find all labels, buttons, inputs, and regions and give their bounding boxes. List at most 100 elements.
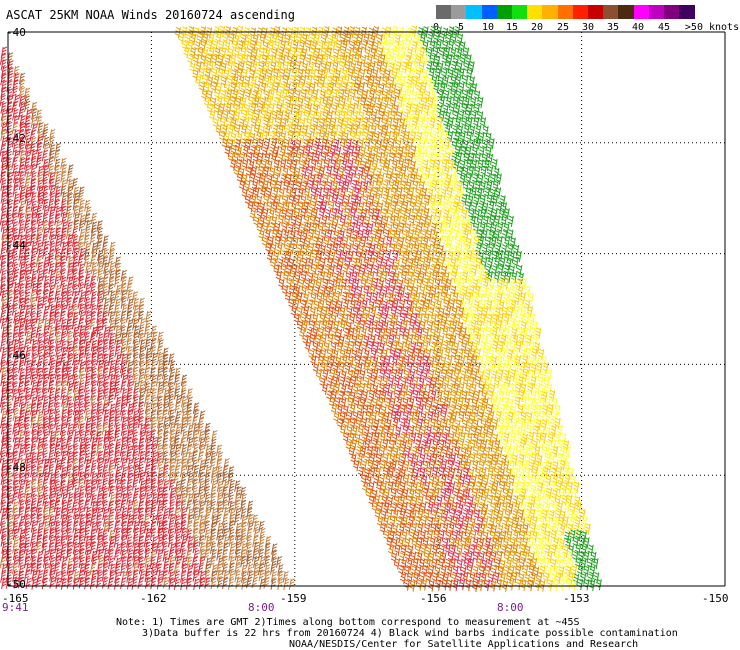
wind-barb	[90, 395, 97, 407]
wind-barb	[311, 263, 318, 276]
wind-barb	[283, 201, 290, 213]
wind-barb	[477, 503, 484, 515]
wind-barb	[400, 544, 407, 556]
wind-barb	[517, 404, 524, 417]
wind-barb	[243, 116, 250, 129]
wind-barb	[150, 486, 158, 498]
wind-barb	[42, 494, 49, 507]
wind-barb	[442, 236, 449, 248]
wind-barb	[30, 373, 37, 386]
wind-barb	[131, 291, 139, 303]
wind-barb	[30, 403, 37, 415]
wind-barb	[23, 312, 30, 324]
wind-barb	[277, 564, 284, 576]
wind-barb	[452, 342, 460, 354]
wind-barb	[120, 577, 127, 589]
wind-barb	[396, 383, 404, 396]
wind-barb	[41, 478, 49, 491]
wind-barb	[131, 431, 138, 444]
wind-barb	[43, 275, 50, 288]
wind-barb	[168, 472, 175, 485]
wind-barb	[186, 430, 193, 442]
wind-barb	[535, 327, 542, 340]
wind-barb	[11, 389, 19, 401]
wind-barb	[19, 515, 26, 527]
wind-barb	[367, 418, 374, 430]
wind-barb	[139, 486, 146, 499]
wind-barb	[5, 577, 13, 589]
wind-barb	[429, 432, 436, 444]
wind-barb	[59, 480, 66, 493]
wind-barb	[96, 465, 104, 478]
wind-barb	[541, 391, 548, 403]
wind-barb	[491, 265, 498, 277]
wind-barb	[103, 262, 110, 274]
wind-barb	[448, 102, 456, 115]
wind-barb	[368, 194, 375, 207]
wind-barb	[356, 285, 363, 298]
wind-barb	[168, 415, 176, 428]
wind-barb	[72, 367, 79, 379]
wind-barb	[411, 223, 418, 235]
wind-barb	[167, 395, 175, 407]
wind-barb	[84, 228, 91, 240]
wind-barb	[257, 548, 265, 561]
wind-barb	[390, 502, 398, 515]
wind-barb	[451, 152, 458, 164]
wind-barb	[73, 528, 80, 541]
wind-barb	[303, 159, 310, 171]
wind-barb	[204, 465, 212, 478]
wind-barb	[390, 488, 397, 500]
wind-barb	[347, 293, 354, 305]
wind-barb	[527, 341, 535, 354]
wind-barb	[406, 544, 414, 557]
wind-barb	[403, 81, 410, 94]
wind-barb	[338, 390, 345, 403]
wind-barb	[326, 228, 333, 241]
wind-barb	[379, 369, 386, 381]
wind-barb	[538, 475, 546, 487]
wind-barb	[253, 83, 261, 95]
wind-barb	[36, 212, 43, 225]
wind-barb	[469, 439, 476, 451]
wind-barb	[480, 452, 488, 465]
wind-barb	[461, 524, 468, 537]
wind-barb	[89, 577, 97, 590]
wind-barb	[144, 464, 151, 477]
wind-barb	[0, 522, 7, 534]
wind-barb	[530, 481, 537, 494]
wind-barb	[278, 95, 285, 108]
wind-barb	[487, 390, 494, 403]
wind-barb	[245, 138, 252, 151]
wind-barb	[395, 292, 403, 304]
wind-barb	[24, 373, 31, 386]
wind-barb	[242, 39, 250, 52]
wind-barb	[139, 479, 146, 492]
wind-barb	[377, 501, 384, 514]
wind-barb	[161, 381, 169, 394]
wind-barb	[281, 222, 288, 234]
wind-barb	[447, 40, 455, 52]
wind-barb	[156, 345, 163, 358]
wind-barb	[90, 367, 97, 380]
wind-barb	[508, 447, 515, 459]
wind-barb	[54, 262, 61, 274]
wind-barb	[344, 361, 352, 374]
wind-barb	[498, 390, 505, 402]
wind-barb	[536, 362, 543, 374]
wind-barb	[444, 306, 452, 318]
wind-barb	[443, 257, 451, 269]
wind-barb	[354, 145, 361, 158]
wind-barb	[49, 234, 56, 246]
wind-barb	[345, 138, 352, 150]
wind-barb	[198, 493, 205, 506]
wind-barb	[367, 131, 374, 143]
wind-barb	[157, 381, 164, 393]
wind-barb	[356, 389, 363, 402]
wind-barb	[332, 242, 339, 255]
wind-barb	[287, 130, 294, 143]
wind-barb	[72, 205, 80, 218]
wind-barb	[507, 502, 514, 515]
wind-barb	[422, 116, 430, 129]
wind-barb	[137, 466, 144, 479]
